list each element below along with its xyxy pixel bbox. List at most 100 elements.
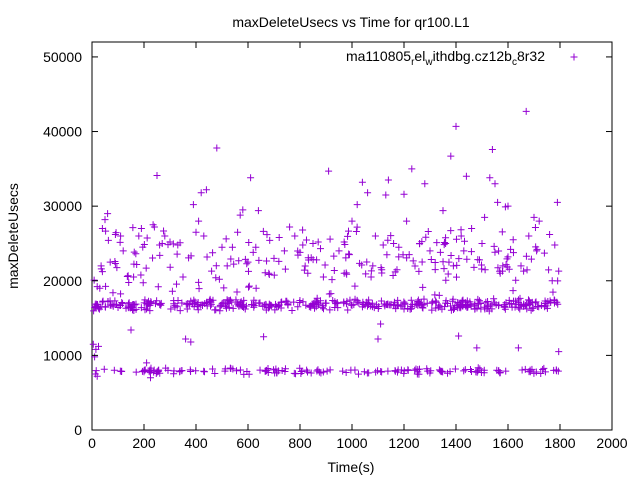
data-point [96, 284, 104, 292]
data-point [125, 278, 133, 286]
data-point [299, 298, 307, 306]
legend: ma110805relwithdbg.cz12bc8r32 [346, 48, 578, 68]
data-point [531, 299, 539, 307]
data-point [474, 295, 482, 303]
data-point [496, 369, 504, 377]
data-point [109, 301, 117, 309]
data-point [173, 280, 181, 288]
data-point [111, 258, 119, 266]
data-point [466, 298, 474, 306]
data-point [260, 333, 268, 341]
data-point [97, 262, 105, 270]
data-point [259, 302, 267, 310]
data-point [192, 367, 200, 375]
data-point [419, 304, 427, 312]
data-point [486, 174, 494, 182]
data-point [354, 370, 362, 378]
data-point [178, 367, 186, 375]
data-point [352, 228, 360, 236]
data-point [209, 365, 217, 373]
data-point [522, 107, 530, 115]
data-point [340, 238, 348, 246]
data-point [461, 237, 469, 245]
data-point [143, 234, 151, 242]
data-point [240, 303, 248, 311]
data-point [280, 247, 288, 255]
data-point [223, 262, 231, 270]
data-point [124, 304, 132, 312]
data-point [132, 300, 140, 308]
data-point [245, 282, 253, 290]
legend-marker [570, 53, 578, 61]
data-point [234, 228, 242, 236]
data-point [291, 232, 299, 240]
data-point [313, 367, 321, 375]
data-point [110, 366, 118, 374]
data-point [156, 300, 164, 308]
data-point [545, 266, 553, 274]
data-point [474, 364, 482, 372]
data-point [106, 258, 114, 266]
data-point [521, 365, 529, 373]
data-point [149, 254, 157, 262]
data-point [379, 241, 387, 249]
data-point [494, 198, 502, 206]
data-point [286, 223, 294, 231]
data-point [111, 231, 119, 239]
data-point [384, 236, 392, 244]
x-tick-label: 1800 [544, 435, 575, 451]
data-point [284, 299, 292, 307]
data-point [348, 217, 356, 225]
data-point [275, 233, 283, 241]
data-point [299, 226, 307, 234]
data-point [502, 261, 510, 269]
data-point [472, 368, 480, 376]
data-point [297, 369, 305, 377]
data-point [265, 270, 273, 278]
data-point [109, 289, 117, 297]
data-point [323, 367, 331, 375]
data-point [525, 232, 533, 240]
legend-label-part-1: ma110805 [346, 48, 411, 64]
data-point [447, 302, 455, 310]
data-point [482, 298, 490, 306]
data-point [326, 235, 334, 243]
data-point [365, 296, 373, 304]
data-point [200, 367, 208, 375]
legend-label-part-2: el [414, 48, 425, 64]
data-point [478, 239, 486, 247]
data-point [399, 251, 407, 259]
data-point [393, 301, 401, 309]
data-point [453, 304, 461, 312]
data-point [436, 248, 444, 256]
data-point [540, 249, 548, 257]
data-point [170, 370, 178, 378]
data-point [256, 299, 264, 307]
data-point [294, 303, 302, 311]
data-point [505, 300, 513, 308]
data-point [202, 186, 210, 194]
data-point [290, 298, 298, 306]
data-point [452, 235, 460, 243]
data-point [540, 364, 548, 372]
data-point [106, 297, 114, 305]
y-axis-label: maxDeleteUsecs [5, 183, 21, 289]
data-point [226, 364, 234, 372]
data-point [490, 295, 498, 303]
data-point [187, 338, 195, 346]
data-point [362, 270, 370, 278]
data-point [93, 372, 101, 380]
data-point [100, 365, 108, 373]
data-point [147, 374, 154, 382]
data-point [142, 264, 150, 272]
data-point [455, 255, 463, 263]
data-points [89, 107, 563, 382]
data-point [451, 365, 459, 373]
data-point [173, 250, 181, 258]
data-point [344, 232, 352, 240]
data-point [317, 369, 325, 377]
data-point [360, 368, 368, 376]
data-point [488, 145, 496, 153]
data-point [533, 247, 541, 255]
data-point [426, 247, 434, 255]
